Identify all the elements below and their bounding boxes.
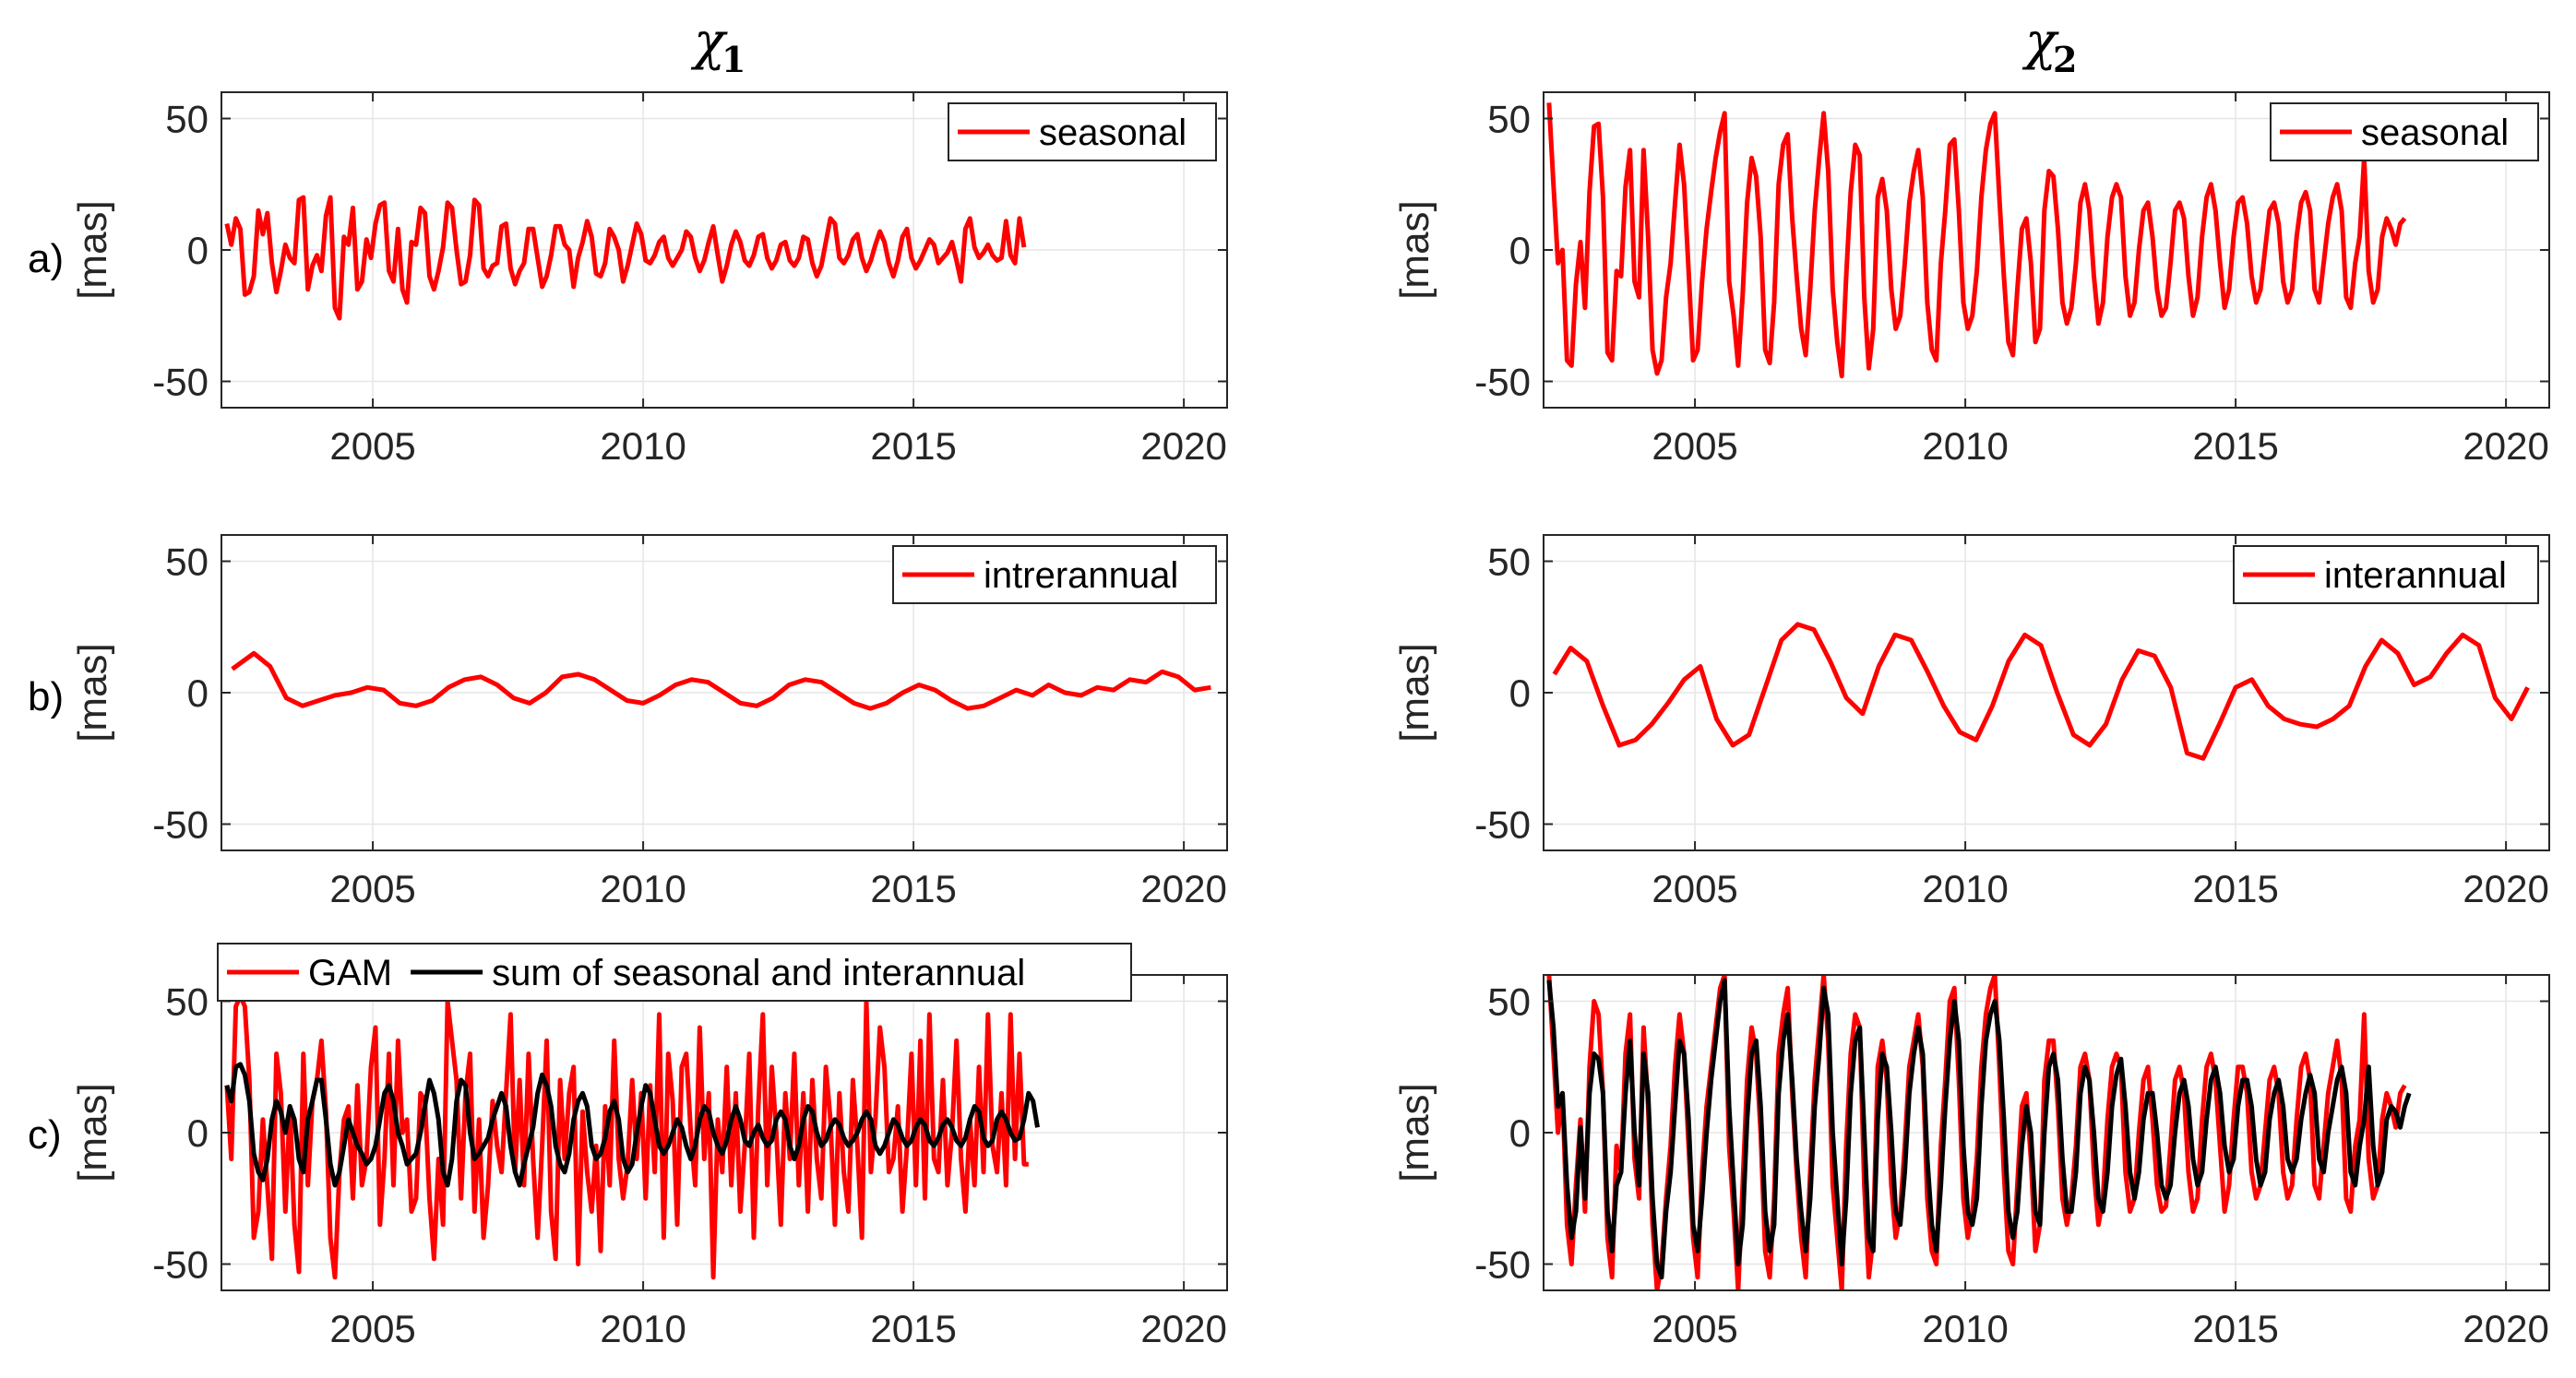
x-tick-label: 2020	[1140, 867, 1226, 910]
panel-c1: 2005 2010 2015 2020 -50 0 50 [mas] GAM sum of sea…	[70, 943, 1228, 1350]
y-tick-label: -50	[1474, 361, 1531, 404]
y-tick-label: -50	[152, 1243, 209, 1287]
column-title-chi2: χ	[2021, 12, 2059, 72]
y-axis-label: [mas]	[70, 643, 115, 742]
y-axis-label: [mas]	[1392, 1083, 1437, 1182]
x-tick-label: 2015	[870, 867, 956, 910]
y-tick-label: 0	[187, 1111, 209, 1155]
y-tick-label: -50	[152, 361, 209, 404]
y-tick-label: 50	[165, 98, 209, 141]
panel-b2: 2005 2010 2015 2020 -50 0 50 [mas] interannual	[1392, 534, 2550, 910]
y-tick-label: 0	[187, 671, 209, 715]
x-tick-label: 2005	[329, 1307, 415, 1350]
column-title-chi1: χ	[690, 12, 728, 72]
y-tick-label: 0	[187, 229, 209, 272]
row-label-b: b)	[28, 674, 64, 719]
column-title-chi2-subscript: 2	[2053, 39, 2077, 80]
legend: intrerannual	[892, 545, 1217, 604]
series-line-seasonal	[1546, 102, 2407, 379]
series-line-intrerannual	[231, 650, 1211, 711]
y-tick-label: -50	[152, 803, 209, 847]
x-tick-label: 2015	[2192, 1307, 2278, 1350]
panel-a1: 2005 2010 2015 2020 -50 0 50 [mas] seasonal	[70, 91, 1228, 468]
legend-label: seasonal	[2361, 113, 2509, 153]
legend: seasonal	[948, 102, 1217, 161]
row-label-a: a)	[28, 236, 64, 281]
y-tick-label: 0	[1509, 229, 1531, 272]
y-axis-label: [mas]	[1392, 200, 1437, 300]
legend-label: GAM	[308, 953, 392, 993]
panel-b1: 2005 2010 2015 2020 -50 0 50 [mas] intrerannual	[70, 534, 1228, 910]
y-tick-label: 0	[1509, 671, 1531, 715]
row-label-c: c)	[28, 1112, 62, 1158]
y-tick-label: -50	[1474, 1243, 1531, 1287]
x-tick-label: 2015	[2192, 424, 2278, 468]
panel-c2: 2005 2010 2015 2020 -50 0 50 [mas]	[1392, 974, 2550, 1350]
x-tick-label: 2020	[2463, 1307, 2548, 1350]
x-tick-label: 2010	[1922, 867, 2008, 910]
legend-label: interannual	[2324, 555, 2507, 596]
panel-a2: 2005 2010 2015 2020 -50 0 50 [mas] seasonal	[1392, 91, 2550, 468]
x-tick-label: 2015	[870, 424, 956, 468]
y-tick-label: 50	[165, 541, 209, 584]
series-line-sum-of-seasonal-and-interannual	[224, 1062, 1040, 1188]
x-tick-label: 2005	[329, 867, 415, 910]
x-tick-label: 2005	[1652, 1307, 1737, 1350]
y-axis-label: [mas]	[1392, 643, 1437, 742]
x-tick-label: 2010	[600, 1307, 686, 1350]
legend: interannual	[2233, 545, 2539, 604]
x-tick-label: 2005	[1652, 424, 1737, 468]
y-tick-label: 0	[1509, 1111, 1531, 1155]
x-tick-label: 2010	[1922, 424, 2008, 468]
x-tick-label: 2020	[2463, 867, 2548, 910]
x-tick-label: 2010	[600, 867, 686, 910]
y-tick-label: 50	[165, 980, 209, 1024]
series-line-seasonal	[224, 195, 1027, 321]
y-tick-label: -50	[1474, 803, 1531, 847]
legend: GAM sum of seasonal and interannual	[217, 943, 1132, 1002]
y-tick-label: 50	[1487, 98, 1531, 141]
x-tick-label: 2005	[1652, 867, 1737, 910]
x-tick-label: 2010	[1922, 1307, 2008, 1350]
y-axis-label: [mas]	[70, 1083, 115, 1182]
x-tick-label: 2010	[600, 424, 686, 468]
y-tick-label: 50	[1487, 541, 1531, 584]
legend: seasonal	[2270, 102, 2539, 161]
column-title-right: χ 2	[2021, 12, 2077, 80]
column-title-chi1-subscript: 1	[722, 39, 745, 80]
x-tick-label: 2005	[329, 424, 415, 468]
legend-label: sum of seasonal and interannual	[492, 953, 1025, 993]
legend-label: intrerannual	[984, 555, 1178, 596]
legend-label: seasonal	[1039, 113, 1187, 153]
x-tick-label: 2015	[870, 1307, 956, 1350]
x-tick-label: 2020	[1140, 424, 1226, 468]
series-line-interannual	[1552, 622, 2530, 761]
x-tick-label: 2015	[2192, 867, 2278, 910]
x-tick-label: 2020	[1140, 1307, 1226, 1350]
legend-box	[217, 943, 1132, 1002]
column-title-left: χ 1	[690, 12, 745, 80]
series-line-sum-of-seasonal-and-interannual	[1546, 978, 2412, 1280]
y-tick-label: 50	[1487, 980, 1531, 1024]
y-axis-label: [mas]	[70, 200, 115, 300]
x-tick-label: 2020	[2463, 424, 2548, 468]
